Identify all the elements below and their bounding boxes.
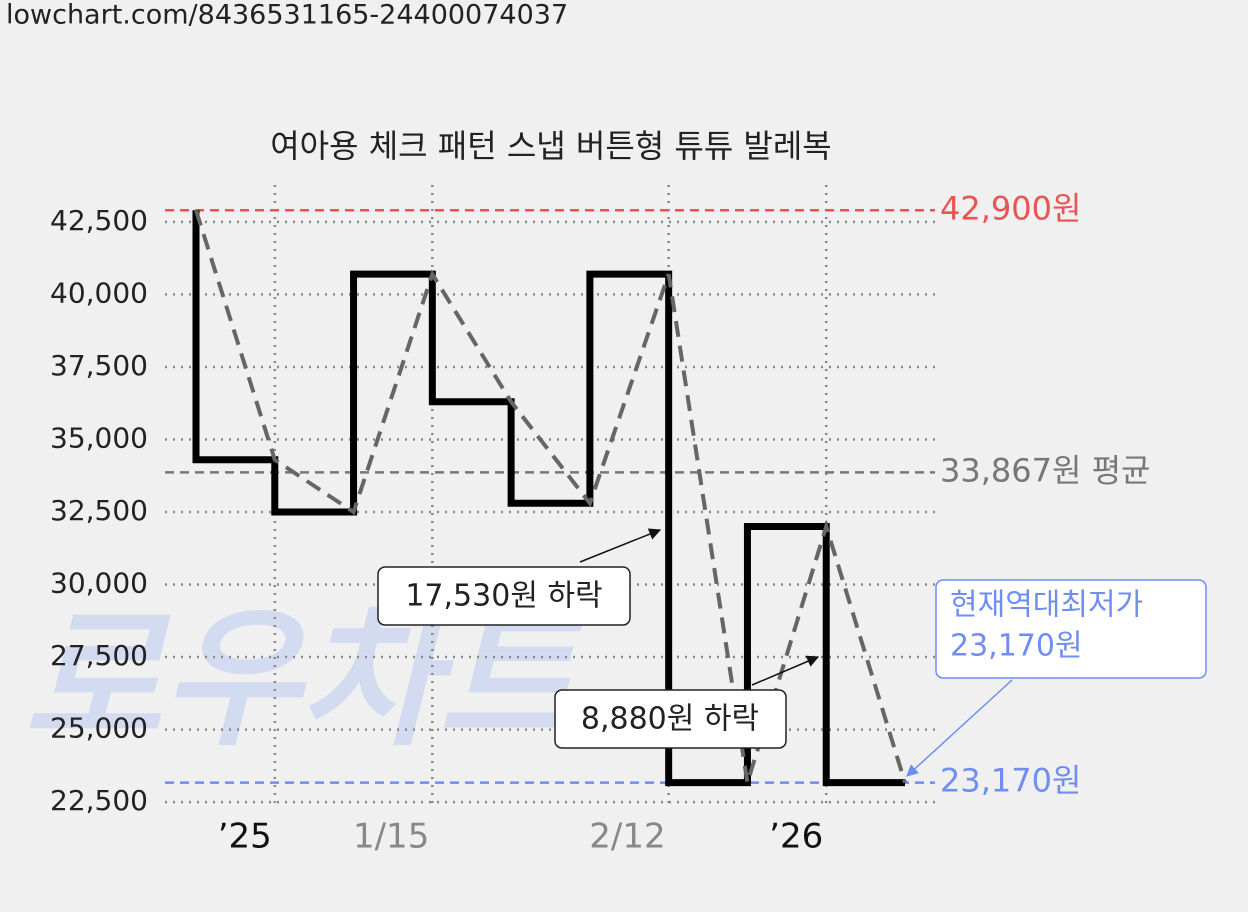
annotation-2: 8,880원 하락 xyxy=(554,655,820,749)
reference-label: 42,900원 xyxy=(940,189,1081,227)
y-tick-label: 42,500 xyxy=(50,204,148,237)
y-tick-label: 32,500 xyxy=(50,494,148,527)
url: lowchart.com/8436531165-24400074037 xyxy=(6,0,568,31)
x-tick-label: 2/12 xyxy=(589,817,665,857)
callout-text: 현재역대최저가 xyxy=(950,588,1143,623)
callout-box xyxy=(935,579,1207,679)
reference-label: 33,867원 평균 xyxy=(940,451,1150,489)
marks: 42,900원 33,867원 평균 23,170원 xyxy=(165,189,1150,800)
x-tick-label: ’25 xyxy=(218,817,272,857)
y-tick-label: 40,000 xyxy=(50,276,148,309)
x-tick-label: ’26 xyxy=(769,817,823,857)
callout-box xyxy=(377,566,631,626)
arrow xyxy=(579,528,662,563)
y-tick-label: 37,500 xyxy=(50,349,148,382)
arrow xyxy=(751,655,820,686)
reference-label: 23,170원 xyxy=(940,762,1081,800)
x-tick-label: 1/15 xyxy=(353,817,429,857)
annotation-1: 17,530원 하락 xyxy=(377,528,662,626)
callout-text: 23,170원 xyxy=(950,629,1083,664)
price-line xyxy=(194,209,907,784)
callout-text: 8,880원 하락 xyxy=(581,702,759,737)
callout-text: 17,530원 하락 xyxy=(405,579,602,614)
y-tick-label: 25,000 xyxy=(50,712,148,745)
arrow xyxy=(906,679,1013,777)
y-tick-label: 27,500 xyxy=(50,639,148,672)
price-line xyxy=(192,210,905,787)
y-tick-label: 22,500 xyxy=(50,784,148,817)
chart-title: 여아용 체크 패턴 스냅 버튼형 튜튜 발레복 xyxy=(270,127,832,165)
grid: 22,500 25,000 27,500 30,000 32,500 35,000 37,5… xyxy=(50,185,935,857)
y-tick-label: 35,000 xyxy=(50,421,148,454)
annotation-3: 현재역대최저가 23,170원 xyxy=(906,579,1207,777)
callout-box xyxy=(554,689,787,749)
y-tick-label: 30,000 xyxy=(50,567,148,600)
